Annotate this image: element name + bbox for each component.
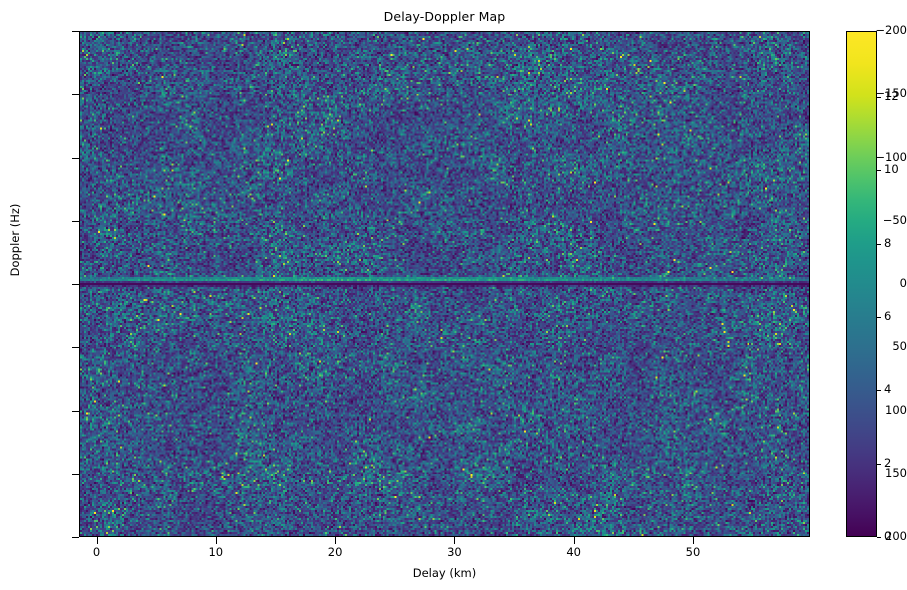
x-tick-label: 30 bbox=[447, 545, 462, 559]
x-axis-label: Delay (km) bbox=[412, 566, 477, 580]
colorbar-tick-mark bbox=[877, 170, 881, 172]
colorbar-tick-mark bbox=[877, 96, 881, 98]
x-tick-mark bbox=[693, 537, 694, 544]
x-tick-mark bbox=[454, 537, 456, 544]
y-tick-label: −200 bbox=[875, 23, 907, 37]
y-tick-label: 150 bbox=[885, 465, 907, 480]
colorbar-tick-mark bbox=[877, 463, 881, 465]
y-tick-mark bbox=[72, 347, 79, 349]
y-tick-label: −50 bbox=[882, 212, 907, 227]
colorbar-tick-label: 4 bbox=[884, 382, 892, 397]
y-tick-label: 0 bbox=[899, 276, 907, 290]
y-tick-label: −100 bbox=[875, 149, 907, 164]
y-tick-mark bbox=[72, 220, 79, 222]
y-axis-label: Doppler (Hz) bbox=[8, 203, 22, 277]
x-tick-label: 50 bbox=[685, 545, 701, 559]
colorbar-tick-label: 2 bbox=[884, 455, 892, 470]
y-tick-mark bbox=[72, 94, 79, 96]
x-tick-label: 10 bbox=[208, 545, 224, 559]
y-tick-mark bbox=[72, 31, 79, 32]
colorbar-tick-mark bbox=[877, 316, 881, 318]
x-tick-mark bbox=[215, 537, 217, 544]
y-tick-mark bbox=[72, 473, 79, 475]
y-tick-mark bbox=[72, 157, 79, 159]
page-title: Delay-Doppler Map bbox=[383, 9, 506, 24]
colorbar[interactable] bbox=[846, 31, 877, 537]
y-tick-mark bbox=[72, 537, 79, 538]
y-tick-label: 200 bbox=[885, 529, 907, 543]
heatmap-image bbox=[80, 32, 809, 536]
y-tick-label: 50 bbox=[892, 339, 907, 354]
x-tick-label: 40 bbox=[566, 545, 581, 559]
colorbar-tick-label: 10 bbox=[884, 162, 899, 177]
colorbar-tick-label: 6 bbox=[884, 308, 892, 323]
y-tick-label: 100 bbox=[885, 402, 907, 417]
colorbar-tick-label: 8 bbox=[884, 235, 892, 250]
x-tick-label: 0 bbox=[92, 545, 101, 559]
colorbar-tick-label: 0 bbox=[884, 529, 892, 543]
x-tick-label: 20 bbox=[327, 545, 343, 559]
x-tick-mark bbox=[96, 537, 98, 544]
y-tick-mark bbox=[72, 284, 79, 285]
y-tick-label: −150 bbox=[875, 86, 907, 101]
x-tick-mark bbox=[573, 537, 575, 544]
x-tick-mark bbox=[335, 537, 337, 544]
colorbar-tick-mark bbox=[877, 243, 881, 245]
colorbar-tick-mark bbox=[877, 537, 881, 538]
colorbar-tick-mark bbox=[877, 390, 881, 392]
y-tick-mark bbox=[72, 410, 79, 412]
colorbar-tick-label: 12 bbox=[884, 88, 899, 103]
colorbar-gradient bbox=[847, 32, 876, 536]
delay-doppler-heatmap[interactable] bbox=[79, 31, 810, 537]
